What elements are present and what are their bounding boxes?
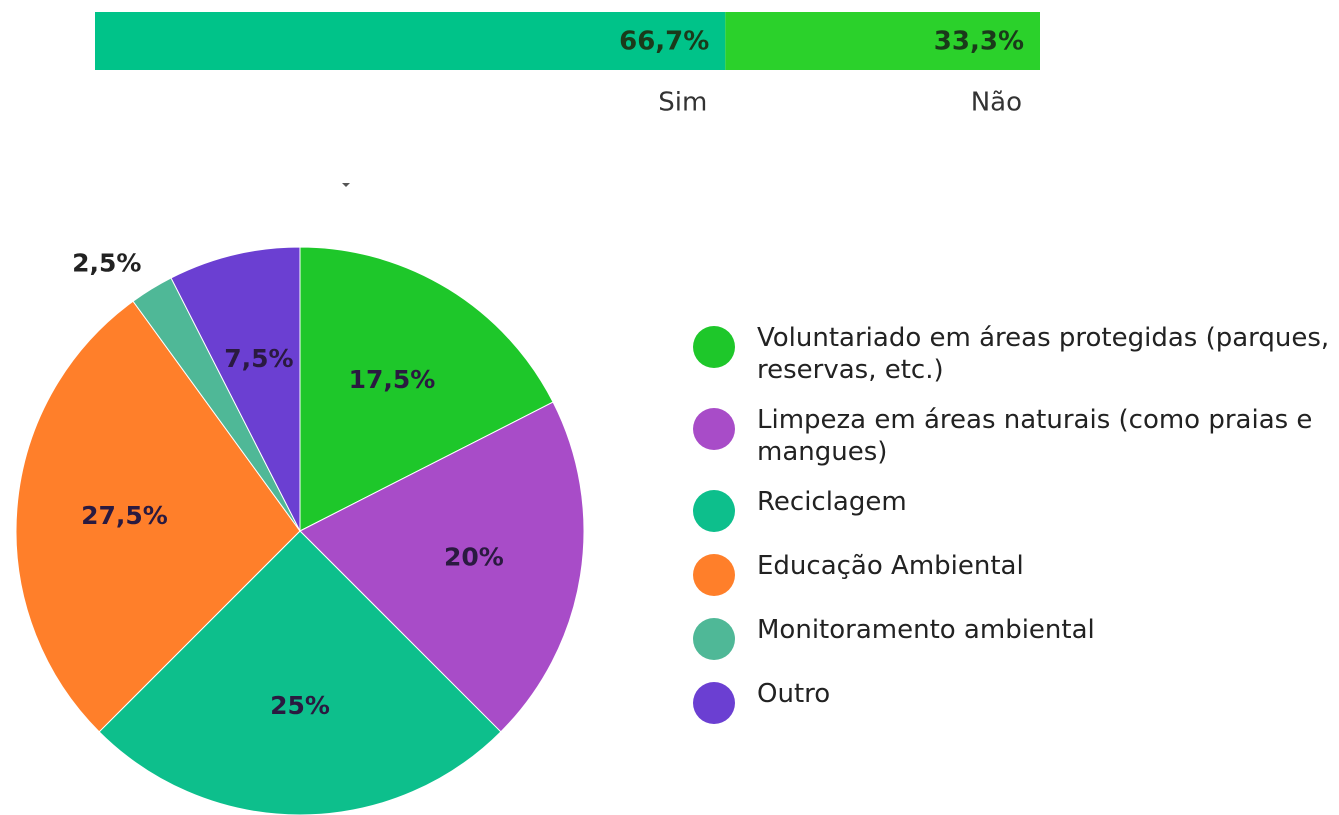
legend-entry: Voluntariado em áreas protegidas (parque… <box>693 322 1333 386</box>
legend-label: Reciclagem <box>757 487 907 517</box>
data-label: 2,5% <box>72 249 141 278</box>
data-label: 25% <box>270 691 330 720</box>
bar-segment <box>725 12 1040 70</box>
legend-swatch <box>693 554 735 596</box>
legend-entry: Outro <box>693 678 1333 724</box>
data-label: 7,5% <box>224 344 293 373</box>
legend-swatch <box>693 682 735 724</box>
legend-entry: Educação Ambiental <box>693 550 1333 596</box>
data-label: 66,7% <box>619 27 709 57</box>
data-label: 20% <box>444 543 504 572</box>
legend-label: Outro <box>757 679 831 709</box>
pie-slice <box>299 246 554 532</box>
legend-label: Monitoramento ambiental <box>757 615 1095 645</box>
legend-entry: Reciclagem <box>693 486 1333 532</box>
category-label: Sim <box>658 88 707 118</box>
pie-slice <box>170 246 301 532</box>
legend-swatch <box>693 326 735 368</box>
pie-slice <box>299 401 585 733</box>
legend-entry: Limpeza em áreas naturais (como praias e… <box>693 404 1333 468</box>
legend-swatch <box>693 408 735 450</box>
legend-label: Voluntariado em áreas protegidas (parque… <box>757 323 1330 385</box>
legend-swatch <box>693 618 735 660</box>
legend: Voluntariado em áreas protegidas (parque… <box>693 322 1333 724</box>
legend-label: Limpeza em áreas naturais (como praias e… <box>757 405 1313 467</box>
data-label: 33,3% <box>934 27 1024 57</box>
data-label: 27,5% <box>81 501 168 530</box>
dropdown-mark <box>342 183 350 187</box>
legend-swatch <box>693 490 735 532</box>
data-label: 17,5% <box>349 365 436 394</box>
bar-segment <box>95 12 726 70</box>
pie-slice <box>15 300 301 733</box>
legend-entry: Monitoramento ambiental <box>693 614 1333 660</box>
legend-label: Educação Ambiental <box>757 551 1024 581</box>
category-label: Não <box>971 88 1022 118</box>
